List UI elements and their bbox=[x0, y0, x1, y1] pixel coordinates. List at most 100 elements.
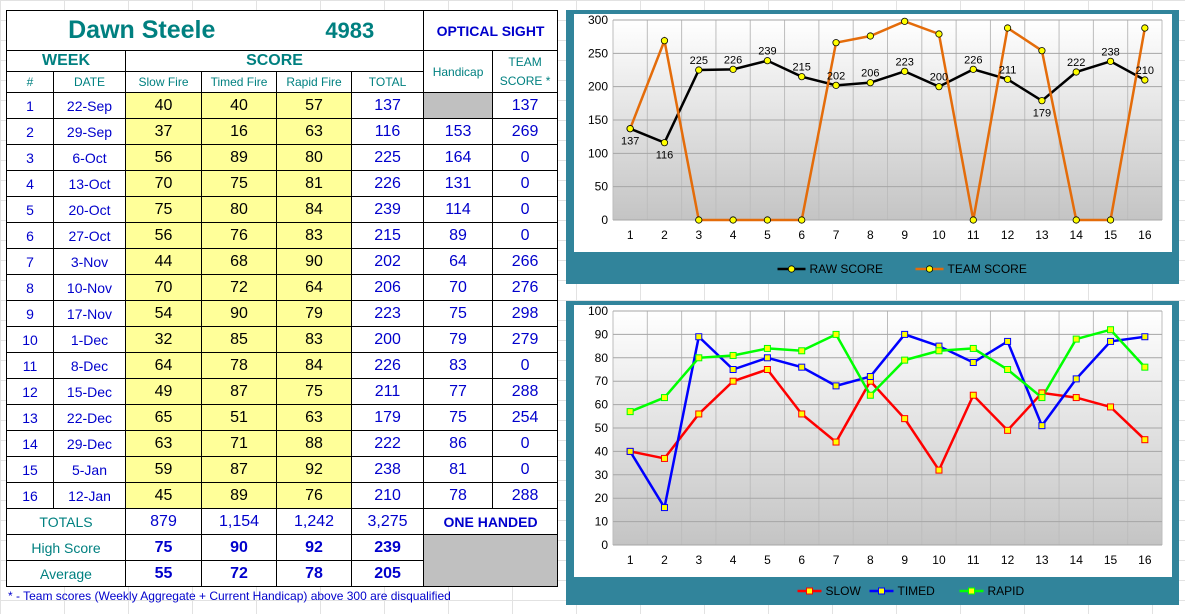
data-label: 206 bbox=[861, 68, 879, 80]
team-score-value: 288 bbox=[492, 378, 559, 405]
handicap-value: 75 bbox=[423, 404, 494, 431]
week-number: 7 bbox=[6, 248, 54, 275]
high-score-label: High Score bbox=[6, 534, 126, 561]
team-score-value: 0 bbox=[492, 456, 559, 483]
col-total: TOTAL bbox=[351, 71, 425, 93]
week-date: 15-Dec bbox=[53, 378, 126, 405]
x-tick-label: 16 bbox=[1138, 228, 1152, 242]
x-tick-label: 10 bbox=[932, 228, 946, 242]
handicap-value: 64 bbox=[423, 248, 494, 275]
data-point bbox=[901, 17, 909, 25]
rapid-fire-score: 84 bbox=[276, 196, 353, 223]
team-score-value: 0 bbox=[492, 196, 559, 223]
total-score: 238 bbox=[351, 456, 425, 483]
legend-marker bbox=[787, 265, 796, 273]
data-point bbox=[832, 438, 840, 446]
y-tick-label: 80 bbox=[595, 351, 609, 365]
data-label: 222 bbox=[1067, 57, 1085, 69]
data-point bbox=[1141, 76, 1149, 84]
high-total: 239 bbox=[351, 534, 425, 561]
data-point bbox=[935, 83, 943, 91]
shooter-id: 4983 bbox=[276, 10, 425, 51]
rapid-fire-score: 63 bbox=[276, 404, 353, 431]
team-score-value: 288 bbox=[492, 482, 559, 509]
week-row: 13 22-Dec 65 51 63 179 75 254 bbox=[6, 404, 559, 431]
x-tick-label: 8 bbox=[867, 553, 874, 567]
week-date: 5-Jan bbox=[53, 456, 126, 483]
y-tick-label: 250 bbox=[588, 46, 608, 60]
timed-fire-score: 89 bbox=[200, 482, 278, 509]
data-point bbox=[1003, 75, 1012, 83]
x-tick-label: 6 bbox=[798, 553, 805, 567]
fire-chart: 0 10 20 30 40 50 60 70 80 90 100 1 2 3 4 5 6 7 8 9 10 11 12 13 1… bbox=[566, 301, 1179, 605]
data-point bbox=[1038, 97, 1046, 105]
score-chart: 0 50 100 150 200 250 300 1 2 3 4 5 6 7 8 9 10 11 12 13 14 15 1… bbox=[566, 10, 1179, 284]
legend-marker bbox=[878, 587, 885, 595]
rapid-fire-score: 57 bbox=[276, 92, 353, 119]
rapid-fire-score: 88 bbox=[276, 430, 353, 457]
y-tick-label: 70 bbox=[595, 374, 609, 388]
week-date: 22-Sep bbox=[53, 92, 126, 119]
timed-fire-score: 40 bbox=[200, 92, 278, 119]
data-label: 238 bbox=[1101, 46, 1119, 58]
week-date: 29-Dec bbox=[53, 430, 126, 457]
data-point bbox=[1106, 57, 1115, 65]
legend-item: RAPID bbox=[959, 584, 1025, 598]
handicap-value: 79 bbox=[423, 326, 494, 353]
data-point bbox=[1141, 436, 1149, 444]
week-row: 15 5-Jan 59 87 92 238 81 0 bbox=[6, 456, 559, 483]
rapid-fire-score: 79 bbox=[276, 300, 353, 327]
avg-rapid: 78 bbox=[276, 560, 353, 587]
total-score: 211 bbox=[351, 378, 425, 405]
slow-fire-score: 54 bbox=[125, 300, 202, 327]
data-point bbox=[798, 347, 806, 355]
slow-fire-score: 65 bbox=[125, 404, 202, 431]
week-number: 1 bbox=[6, 92, 54, 119]
x-tick-label: 2 bbox=[661, 553, 668, 567]
week-row: 14 29-Dec 63 71 88 222 86 0 bbox=[6, 430, 559, 457]
slow-fire-score: 59 bbox=[125, 456, 202, 483]
timed-fire-score: 87 bbox=[200, 378, 278, 405]
average-label: Average bbox=[6, 560, 126, 587]
week-number: 15 bbox=[6, 456, 54, 483]
series-line-team-score bbox=[628, 19, 1147, 222]
week-number: 8 bbox=[6, 274, 54, 301]
handicap-value: 75 bbox=[423, 300, 494, 327]
total-score: 215 bbox=[351, 222, 425, 249]
total-rapid: 1,242 bbox=[276, 508, 353, 535]
data-point bbox=[832, 39, 840, 47]
data-point bbox=[1107, 326, 1115, 334]
timed-fire-score: 89 bbox=[200, 144, 278, 171]
data-point bbox=[866, 79, 874, 87]
data-point bbox=[1038, 47, 1046, 55]
week-date: 12-Jan bbox=[53, 482, 126, 509]
data-point bbox=[1072, 375, 1080, 383]
data-label: 116 bbox=[656, 150, 674, 162]
legend-item: TIMED bbox=[869, 584, 935, 598]
data-point bbox=[1072, 68, 1080, 76]
timed-fire-score: 85 bbox=[200, 326, 278, 353]
series-line-timed bbox=[629, 332, 1146, 511]
data-point bbox=[729, 377, 737, 385]
x-tick-label: 13 bbox=[1035, 553, 1049, 567]
week-number: 12 bbox=[6, 378, 54, 405]
data-point bbox=[1038, 422, 1046, 430]
data-point bbox=[1003, 24, 1012, 32]
data-point bbox=[763, 57, 772, 65]
week-date: 8-Dec bbox=[53, 352, 126, 379]
shooter-name: Dawn Steele bbox=[5, 10, 277, 51]
week-number: 13 bbox=[6, 404, 54, 431]
data-point bbox=[969, 65, 977, 73]
legend-label: RAPID bbox=[988, 584, 1025, 598]
data-point bbox=[695, 216, 703, 224]
slow-fire-score: 44 bbox=[125, 248, 202, 275]
data-point bbox=[935, 347, 943, 355]
data-point bbox=[660, 504, 668, 512]
team-score-value: 298 bbox=[492, 300, 559, 327]
handicap-value: 153 bbox=[423, 118, 494, 145]
handicap-value: 77 bbox=[423, 378, 494, 405]
data-point bbox=[1141, 333, 1149, 341]
timed-fire-score: 87 bbox=[200, 456, 278, 483]
footnote: * - Team scores (Weekly Aggregate + Curr… bbox=[8, 589, 451, 603]
week-row: 7 3-Nov 44 68 90 202 64 266 bbox=[6, 248, 559, 275]
